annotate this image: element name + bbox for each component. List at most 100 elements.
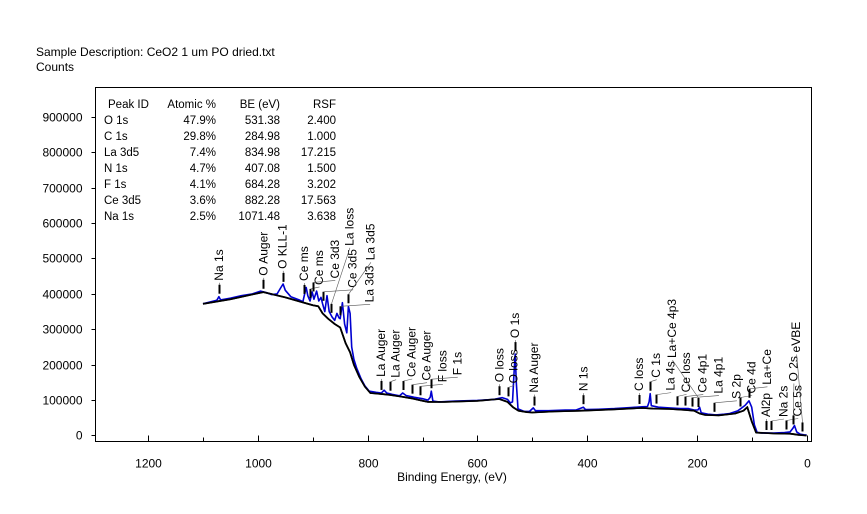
annotation-label: O 2s: [786, 356, 800, 381]
annotation-label: O Auger: [256, 232, 270, 276]
annotation-label: Ce loss: [679, 352, 693, 392]
peak-table-row: C 1s 29.8% 284.98 1.000: [104, 129, 336, 145]
peak-annotation: N 1s: [576, 366, 590, 405]
annotation-label: S 2p: [729, 374, 743, 399]
annotation-label: Ce ms: [297, 246, 311, 281]
annotation-leader: [714, 400, 737, 404]
peak-annotation: O loss: [492, 348, 506, 396]
plot-frame: [95, 87, 812, 442]
annotation-leader: [403, 378, 413, 382]
y-tick-label: 500000: [42, 252, 82, 266]
y-tick-label: 200000: [42, 359, 82, 373]
x-tick-label: 1200: [135, 457, 162, 471]
rsf: 2.400: [307, 115, 336, 127]
annotation-label: F 1s: [450, 352, 464, 375]
atomic-percent: 3.6%: [189, 195, 216, 207]
peak-id: F 1s: [104, 179, 127, 191]
peak-table-row: F 1s 4.1% 684.28 3.202: [104, 177, 336, 193]
annotation-leader: [650, 379, 657, 382]
peak-table-row: Na 1s 2.5% 1071.48 3.638: [104, 209, 336, 225]
x-tick-label: 800: [358, 457, 378, 471]
x-axis: 1200 1000 800 600 400 200 0: [135, 435, 811, 471]
annotation-label: La 4p1: [711, 357, 725, 394]
peak-annotation: F 1s: [430, 352, 464, 389]
rsf: 1.000: [307, 131, 336, 143]
y-tick-label: 700000: [42, 182, 82, 196]
y-tick-label: 100000: [42, 394, 82, 408]
annotation-leader: [786, 418, 799, 421]
peak-table-row: N 1s 4.7% 407.08 1.500: [104, 161, 336, 177]
series-group: [202, 283, 807, 437]
peak-table-header: Peak ID Atomic % BE (eV) RSF: [104, 97, 336, 113]
annotation-label: Ce 3d3: [328, 239, 342, 278]
col-be: BE (eV): [239, 99, 280, 111]
peak-annotation: La 4s: [655, 361, 678, 404]
peak-annotation: La Auger: [389, 330, 403, 391]
annotation-label: Ce Auger: [405, 327, 419, 377]
peak-annotation: La Auger: [374, 329, 388, 390]
peak-annotation: Na 1s: [212, 249, 226, 294]
annotation-leader: [412, 382, 428, 385]
annotation-label: C loss: [632, 358, 646, 391]
x-tick-label: 200: [687, 457, 707, 471]
peak-annotation: O 2s: [786, 356, 800, 425]
annotation-label: La+Ce: [760, 349, 774, 385]
annotation-label: N 1s: [576, 366, 590, 391]
annotation-leader: [431, 376, 458, 380]
annotation-leader: [340, 304, 371, 307]
peak-id: N 1s: [104, 163, 128, 175]
annotation-label: Ce 5s: [791, 385, 805, 416]
annotation-leader: [692, 395, 719, 398]
rsf: 17.563: [300, 195, 336, 207]
binding-energy: 284.98: [244, 131, 280, 143]
binding-energy: 882.28: [244, 195, 280, 207]
annotation-label: Na Auger: [527, 343, 541, 393]
annotation-label: O KLL-1: [276, 224, 290, 269]
peak-annotation: La 3d3: [339, 265, 377, 316]
annotation-leader: [771, 418, 784, 422]
peak-annotation: La+Ce 4p3: [665, 299, 700, 407]
annotation-leader: [310, 286, 320, 290]
atomic-percent: 4.7%: [189, 163, 216, 175]
y-axis-label: Counts: [36, 60, 75, 74]
annotation-label: La 3d5: [363, 223, 377, 260]
binding-energy: 834.98: [244, 147, 280, 159]
peak-annotation: eVBE: [789, 322, 804, 432]
peak-annotation: C 1s: [649, 353, 663, 391]
annotation-label: F loss: [435, 350, 449, 382]
peak-table: Peak ID Atomic % BE (eV) RSF O 1s 47.9% 53…: [104, 97, 336, 225]
peak-annotation: Ce Auger: [411, 331, 434, 394]
binding-energy: 407.08: [244, 163, 280, 175]
annotation-leader: [656, 392, 672, 395]
peak-table-row: O 1s 47.9% 531.38 2.400: [104, 113, 336, 129]
annotation-label: La 3d3: [363, 265, 377, 302]
x-tick-label: 600: [467, 457, 487, 471]
col-peak-id: Peak ID: [108, 99, 149, 111]
peak-annotation: Al2p: [759, 393, 773, 431]
peak-annotation: Ce ms: [309, 250, 326, 298]
annotation-leader: [685, 394, 704, 397]
peak-annotation: Na 2s: [770, 386, 790, 431]
annotation-leader: [348, 262, 372, 295]
peak-annotation: Na Auger: [527, 343, 541, 406]
rsf: 3.638: [307, 211, 336, 223]
annotation-label: La+Ce 4p3: [665, 299, 679, 358]
atomic-percent: 29.8%: [183, 131, 216, 143]
peak-id: O 1s: [104, 115, 129, 127]
peak-id: Na 1s: [104, 211, 135, 223]
rsf: 17.215: [300, 147, 336, 159]
annotation-label: Ce 4d: [745, 361, 759, 393]
annotation-label: C 1s: [649, 353, 663, 378]
y-tick-label: 0: [76, 429, 83, 443]
peak-annotation: La loss: [330, 208, 356, 313]
annotation-label: La Auger: [389, 330, 403, 378]
annotation-label: O loss: [507, 349, 521, 383]
peak-annotation: O 1s: [508, 313, 522, 352]
y-tick-label: 900000: [42, 111, 82, 125]
peak-annotation: La+Ce: [748, 349, 774, 398]
peak-annotation: O loss: [507, 349, 521, 397]
peak-annotation: Ce 3d3: [312, 239, 342, 292]
annotation-leader: [508, 385, 515, 388]
annotation-label: O 1s: [508, 313, 522, 338]
peak-annotation: C loss: [632, 358, 646, 404]
